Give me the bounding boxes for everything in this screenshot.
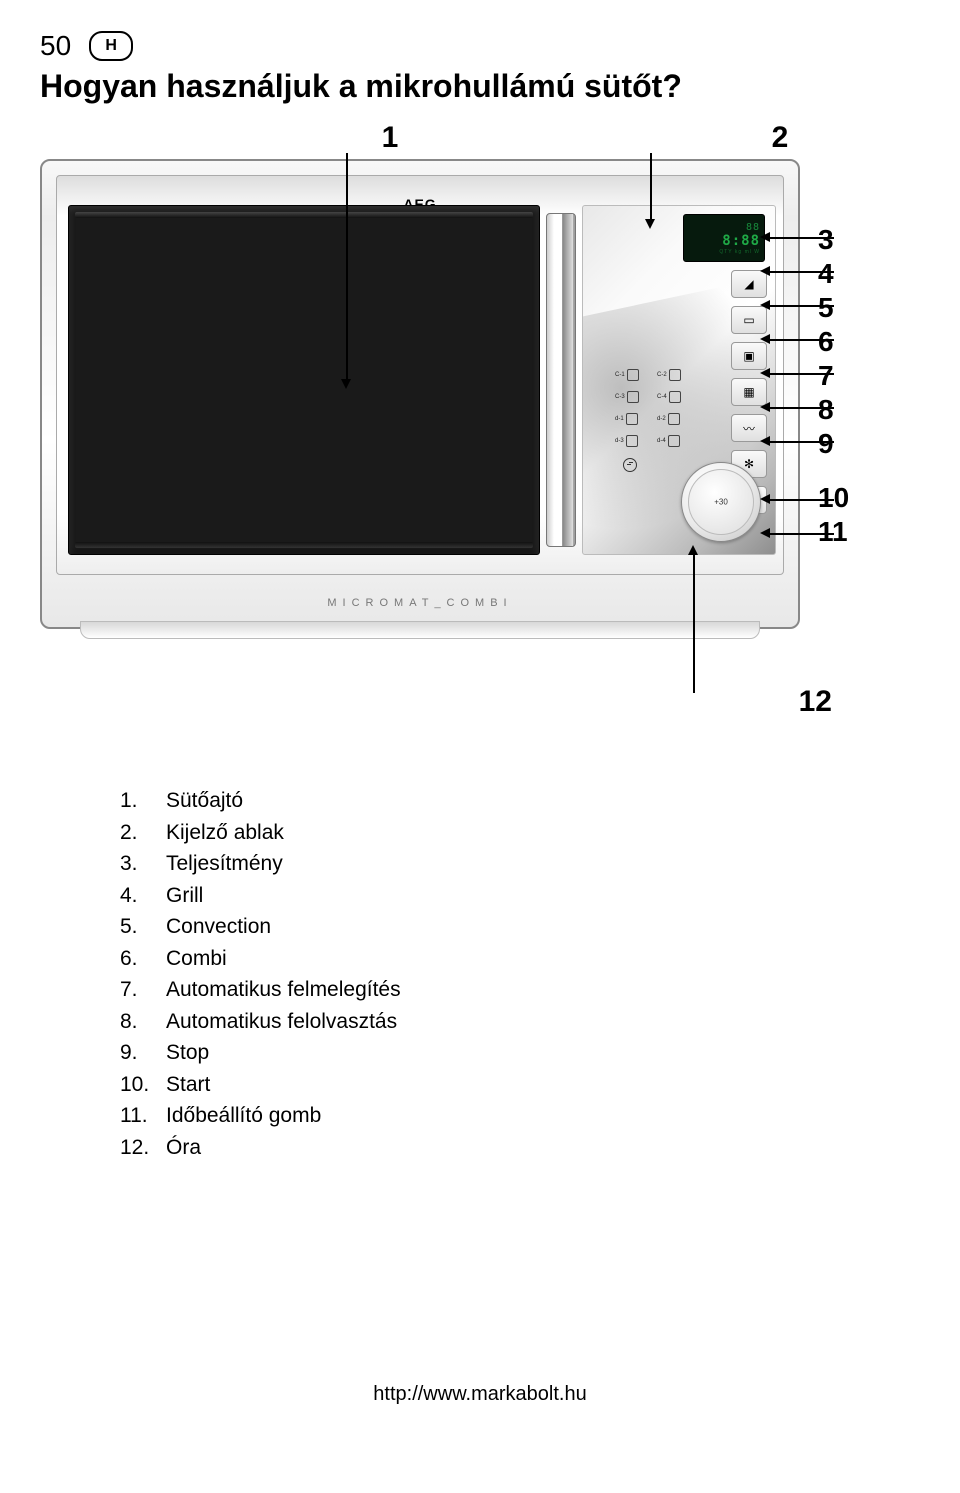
page-title: Hogyan használjuk a mikrohullámú sütőt? (40, 68, 920, 105)
model-text: MICROMAT_COMBI (327, 597, 512, 609)
header-row: 50 H (40, 30, 920, 62)
btn-grill: ▭ (731, 306, 767, 334)
leader-1 (346, 153, 348, 383)
top-callouts: 1 2 (40, 121, 920, 155)
side-n-5: 5 (818, 291, 849, 325)
footer-url: http://www.markabolt.hu (40, 1383, 920, 1406)
callout-12: 12 (40, 685, 832, 719)
btn-convection: ▣ (731, 342, 767, 370)
control-panel: 88 8:88 QTY kg ml W ◢ ▭ ▣ ▦ 〰 ✻ ⊘ C- (582, 205, 776, 555)
side-n-4: 4 (818, 257, 849, 291)
side-n-8: 8 (818, 393, 849, 427)
legend-list: 1.Sütőajtó 2.Kijelző ablak 3.Teljesítmén… (120, 785, 920, 1163)
callout-2: 2 (772, 121, 789, 155)
side-n-11: 11 (818, 515, 849, 549)
side-n-3: 3 (818, 223, 849, 257)
leader-2 (650, 153, 652, 223)
timer-dial: +30 (681, 462, 761, 542)
display-line3: QTY kg ml W (719, 249, 760, 255)
figure-wrap: AEG Electrolux 88 8:88 QTY kg ml W ◢ (40, 159, 920, 629)
dial-label: +30 (714, 498, 728, 507)
display-line1: 88 (746, 222, 760, 233)
microwave-feet (80, 621, 760, 639)
arrow-12 (688, 545, 698, 555)
microwave-figure: AEG Electrolux 88 8:88 QTY kg ml W ◢ (40, 159, 800, 629)
page-number: 50 (40, 30, 71, 62)
program-grid: C-1 C-2 C-3 C-4 d-1 d-2 d-3 d-4 (615, 366, 693, 450)
leader-12 (693, 555, 695, 693)
arrow-1 (341, 379, 351, 389)
side-n-9: 9 (818, 427, 849, 461)
callout-1: 1 (382, 121, 399, 155)
side-n-6: 6 (818, 325, 849, 359)
lcd-display: 88 8:88 QTY kg ml W (683, 214, 765, 262)
side-n-10: 10 (818, 481, 849, 515)
h-badge: H (89, 31, 133, 61)
display-line2: 8:88 (722, 233, 760, 249)
side-numbers: 3 4 5 6 7 8 9 10 11 (818, 223, 849, 549)
side-n-7: 7 (818, 359, 849, 393)
oven-door (68, 205, 540, 555)
arrow-2 (645, 219, 655, 229)
clock-icon (623, 458, 637, 472)
door-handle (546, 213, 576, 547)
